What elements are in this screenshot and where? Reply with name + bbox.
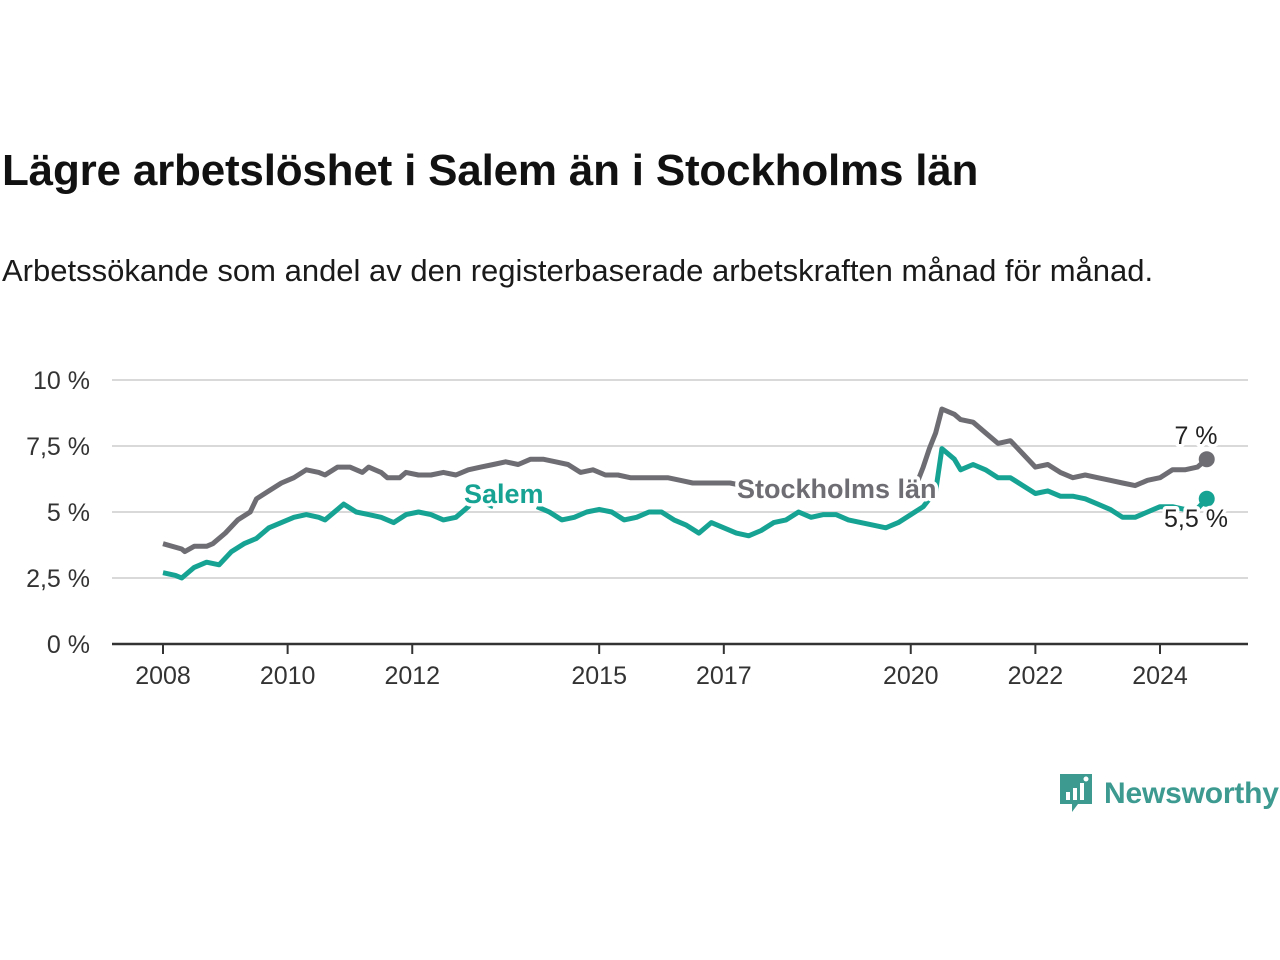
x-tick-label: 2024 — [1132, 662, 1188, 690]
end-label-salem-halo: 5,5 % — [1164, 505, 1228, 533]
series-line-stockholms-lan — [914, 406, 1209, 489]
x-tick-label: 2020 — [883, 662, 939, 690]
y-tick-label: 5 % — [47, 499, 90, 527]
series-line-salem — [535, 446, 1209, 539]
series-line-stockholms-lan — [162, 456, 744, 555]
y-tick-label: 0 % — [47, 631, 90, 659]
x-tick-label: 2015 — [571, 662, 627, 690]
x-tick-label: 2012 — [384, 662, 440, 690]
chart-title: Lägre arbetslöshet i Salem än i Stockhol… — [2, 146, 979, 195]
y-tick-label: 7,5 % — [26, 433, 90, 461]
x-tick-label: 2022 — [1008, 662, 1064, 690]
series-label-salem-halo: Salem — [464, 479, 544, 509]
end-label-stockholms-lan: 7 % — [1174, 422, 1217, 450]
series-label-stockholms-lan-halo: Stockholms län — [737, 474, 937, 504]
newsworthy-chart-bubble-icon — [1060, 774, 1092, 812]
series-label-salem: Salem — [464, 479, 544, 509]
series-lines — [162, 406, 1215, 581]
x-tick-label: 2017 — [696, 662, 752, 690]
end-label-stockholms-lan-halo: 7 % — [1174, 422, 1217, 450]
x-axis-ticks: 2008 2010 2012 2015 2017 2020 2022 2024 — [135, 644, 1188, 690]
chart-subtitle: Arbetssökande som andel av den registerb… — [2, 253, 1154, 288]
end-marker-salem — [1198, 490, 1215, 507]
series-label-stockholms-lan: Stockholms län — [737, 474, 937, 504]
x-tick-label: 2010 — [260, 662, 316, 690]
end-marker-stockholms-lan — [1198, 451, 1215, 468]
y-tick-label: 10 % — [33, 367, 90, 395]
brand-name: Newsworthy — [1104, 777, 1279, 810]
gridlines — [112, 379, 1248, 646]
end-label-salem: 5,5 % — [1164, 505, 1228, 533]
series-line-salem — [162, 496, 495, 581]
y-axis-ticks: 0 % 2,5 % 5 % 7,5 % 10 % — [26, 367, 90, 659]
y-tick-label: 2,5 % — [26, 565, 90, 593]
newsworthy-logo: Newsworthy — [1058, 772, 1279, 816]
x-tick-label: 2008 — [135, 662, 191, 690]
